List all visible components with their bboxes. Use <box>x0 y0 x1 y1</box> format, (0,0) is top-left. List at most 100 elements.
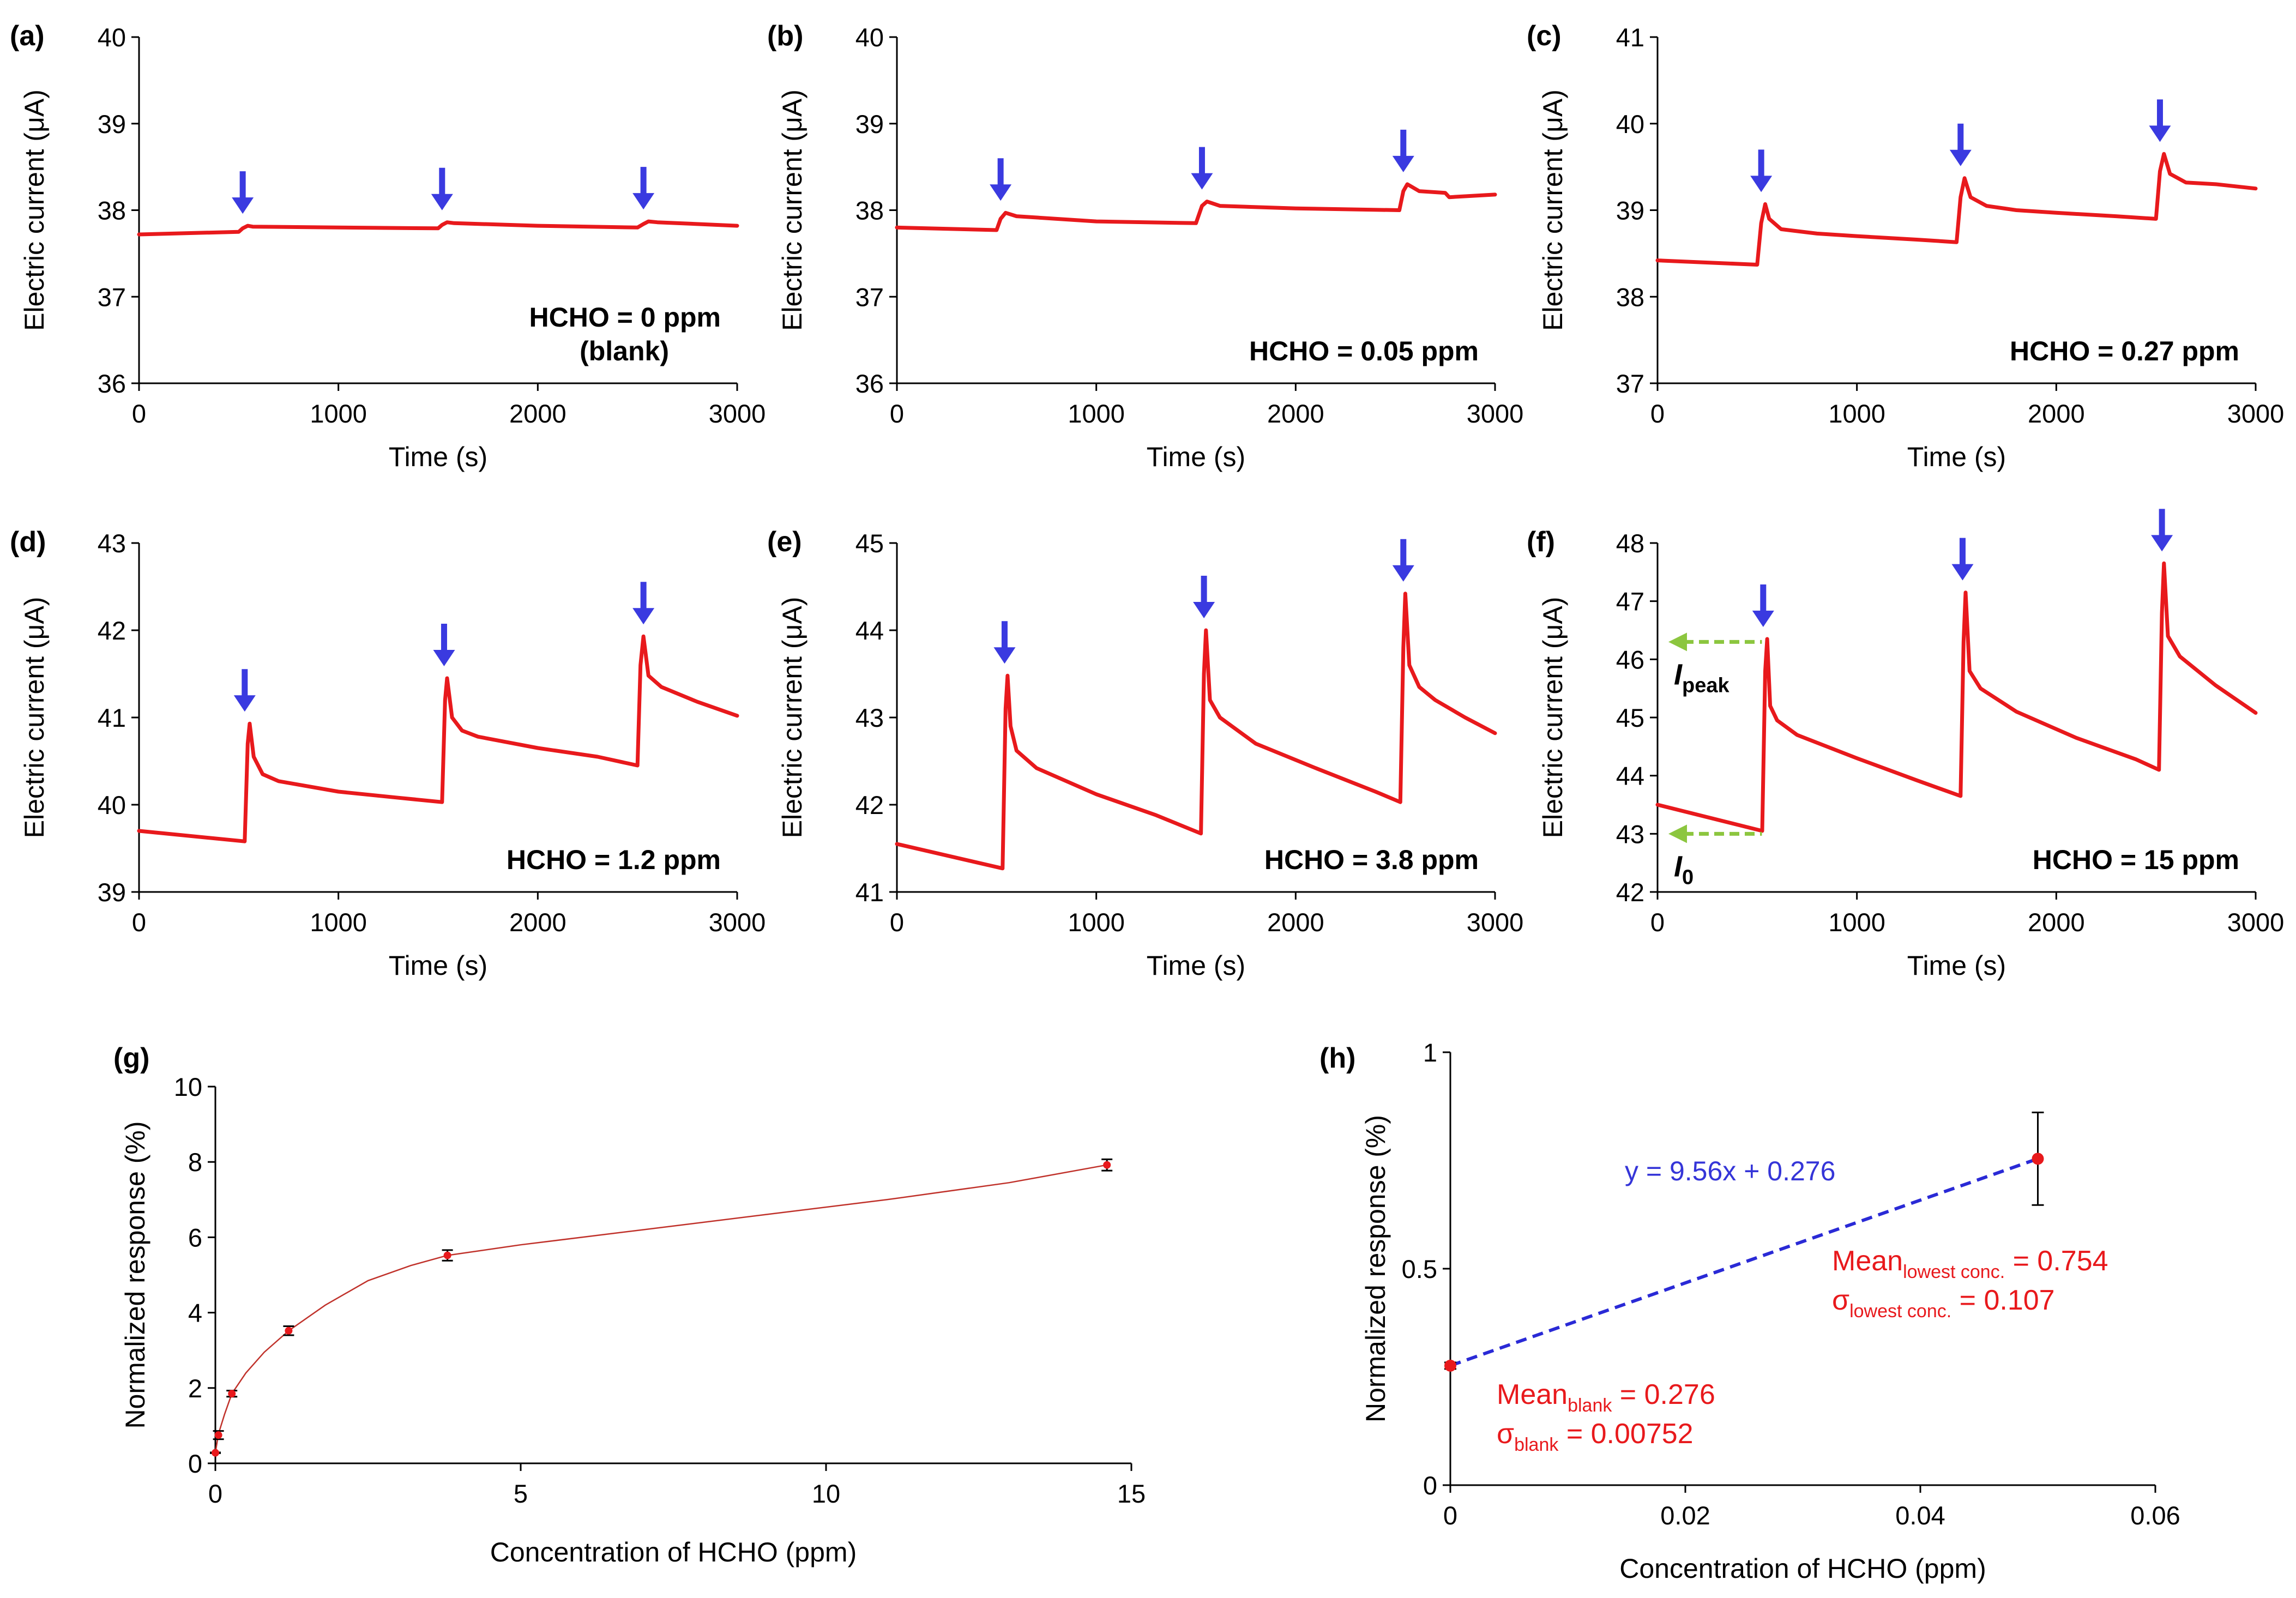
x-tick-label: 1000 <box>1068 399 1125 428</box>
concentration-label: HCHO = 15 ppm <box>2033 845 2239 875</box>
panel-letter: (g) <box>113 1042 149 1074</box>
injection-arrow-icon <box>1951 538 1974 581</box>
x-axis-title: Concentration of HCHO (ppm) <box>1619 1553 1986 1584</box>
x-axis-title: Time (s) <box>1147 950 1245 981</box>
panel-d: 0 1000 2000 3000 39 40 41 42 43 Time (s) Electric … <box>10 526 766 981</box>
current-trace <box>137 634 739 843</box>
x-tick-label: 0 <box>132 399 146 428</box>
y-tick-label: 4 <box>188 1299 202 1328</box>
y-tick-label: 44 <box>1616 762 1644 791</box>
x-tick-label: 2000 <box>509 908 567 937</box>
x-tick-label: 1000 <box>1828 399 1885 428</box>
y-axis-title: Electric current (μA) <box>1538 597 1568 839</box>
data-point <box>212 1449 219 1457</box>
concentration-label: HCHO = 3.8 ppm <box>1264 845 1479 875</box>
panel-e: 0 1000 2000 3000 41 42 43 44 45 Time (s) Electric … <box>767 526 1523 981</box>
x-tick-label: 2000 <box>509 399 567 428</box>
x-tick-label: 5 <box>514 1479 528 1508</box>
y-tick-label: 43 <box>98 529 126 558</box>
y-tick-label: 8 <box>188 1148 202 1177</box>
panel-h: 0 0.02 0.04 0.06 0 0.5 1 Concentration of HCHO … <box>1319 1038 2180 1584</box>
injection-arrow-icon <box>1949 123 1972 166</box>
injection-arrow-icon <box>431 167 453 210</box>
x-tick-label: 0 <box>1650 908 1665 937</box>
x-tick-label: 0 <box>1650 399 1665 428</box>
y-tick-label: 48 <box>1616 529 1644 558</box>
x-tick-label: 1000 <box>310 399 367 428</box>
injection-arrow-icon <box>2151 509 2173 552</box>
y-tick-label: 43 <box>1616 819 1644 848</box>
panel-c: 0 1000 2000 3000 37 38 39 40 41 Time (s) Electric … <box>1527 20 2284 472</box>
y-axis-title: Normalized response (%) <box>120 1121 150 1428</box>
panel-letter: (c) <box>1527 20 1562 52</box>
x-tick-label: 0.02 <box>1660 1501 1710 1530</box>
y-tick-label: 39 <box>855 110 884 138</box>
x-tick-label: 0.04 <box>1895 1501 1945 1530</box>
y-tick-label: 45 <box>855 529 884 558</box>
injection-arrow-icon <box>1752 584 1774 627</box>
injection-arrow-icon <box>1750 149 1773 192</box>
y-tick-label: 47 <box>1616 587 1644 616</box>
x-tick-label: 0 <box>890 399 904 428</box>
y-tick-label: 36 <box>855 369 884 398</box>
injection-arrow-icon <box>1193 576 1215 618</box>
y-axis-title: Electric current (μA) <box>777 89 807 331</box>
panel-letter: (d) <box>10 526 46 558</box>
y-tick-label: 6 <box>188 1223 202 1252</box>
y-tick-label: 41 <box>98 703 126 732</box>
injection-arrow-icon <box>1392 129 1414 172</box>
x-tick-label: 3000 <box>1467 399 1524 428</box>
x-tick-label: 0 <box>132 908 146 937</box>
y-tick-label: 38 <box>1616 282 1644 311</box>
injection-arrow-icon <box>2149 99 2171 142</box>
current-trace <box>895 592 1497 871</box>
y-tick-label: 40 <box>98 23 126 52</box>
x-tick-label: 3000 <box>2227 399 2285 428</box>
concentration-label: (blank) <box>580 336 669 366</box>
concentration-label: HCHO = 1.2 ppm <box>507 845 721 875</box>
y-tick-label: 40 <box>1616 110 1644 138</box>
x-axis-title: Time (s) <box>389 442 487 472</box>
injection-arrow-icon <box>990 158 1012 201</box>
concentration-label: HCHO = 0 ppm <box>529 302 721 333</box>
data-point <box>443 1251 451 1259</box>
y-tick-label: 40 <box>855 23 884 52</box>
x-tick-label: 1000 <box>1828 908 1885 937</box>
y-tick-label: 0 <box>188 1449 202 1478</box>
x-tick-label: 2000 <box>1267 399 1324 428</box>
x-tick-label: 1000 <box>310 908 367 937</box>
injection-arrow-icon <box>632 582 655 625</box>
y-tick-label: 44 <box>855 616 884 645</box>
y-axis-title: Electric current (μA) <box>1538 89 1568 331</box>
panel-b: 0 1000 2000 3000 36 37 38 39 40 Time (s) Electric … <box>767 20 1523 472</box>
current-trace <box>1655 561 2258 833</box>
y-tick-label: 10 <box>174 1072 202 1101</box>
y-tick-label: 2 <box>188 1374 202 1403</box>
y-tick-label: 39 <box>1616 196 1644 225</box>
fit-equation: y = 9.56x + 0.276 <box>1625 1156 1835 1186</box>
injection-arrow-icon <box>1191 147 1213 190</box>
panel-a: 0 1000 2000 3000 36 37 38 39 40 Time (s) Electric … <box>10 20 766 472</box>
data-point <box>1103 1161 1111 1169</box>
panel-letter: (f) <box>1527 526 1555 558</box>
y-tick-label: 37 <box>1616 369 1644 398</box>
stats_blank-mean-label: Meanblank = 0.276 <box>1497 1379 1715 1416</box>
y-tick-label: 39 <box>98 110 126 138</box>
data-point <box>2032 1153 2044 1165</box>
injection-arrow-icon <box>433 624 455 666</box>
panel-f: 0 1000 2000 3000 42 43 44 45 46 47 48 Time (s) Elect… <box>1527 509 2284 981</box>
y-tick-label: 39 <box>98 878 126 907</box>
x-tick-label: 3000 <box>1467 908 1524 937</box>
stats_lowest-sigma-label: σlowest conc. = 0.107 <box>1832 1285 2055 1322</box>
injection-arrow-icon <box>1392 539 1414 582</box>
y-tick-label: 36 <box>98 369 126 398</box>
data-point <box>228 1390 236 1398</box>
x-axis-title: Concentration of HCHO (ppm) <box>490 1537 857 1567</box>
x-tick-label: 15 <box>1117 1479 1146 1508</box>
x-tick-label: 0.06 <box>2130 1501 2180 1530</box>
x-axis-title: Time (s) <box>389 950 487 981</box>
x-tick-label: 0 <box>208 1479 222 1508</box>
stats_blank-sigma-label: σblank = 0.00752 <box>1497 1418 1694 1455</box>
x-tick-label: 2000 <box>1267 908 1324 937</box>
